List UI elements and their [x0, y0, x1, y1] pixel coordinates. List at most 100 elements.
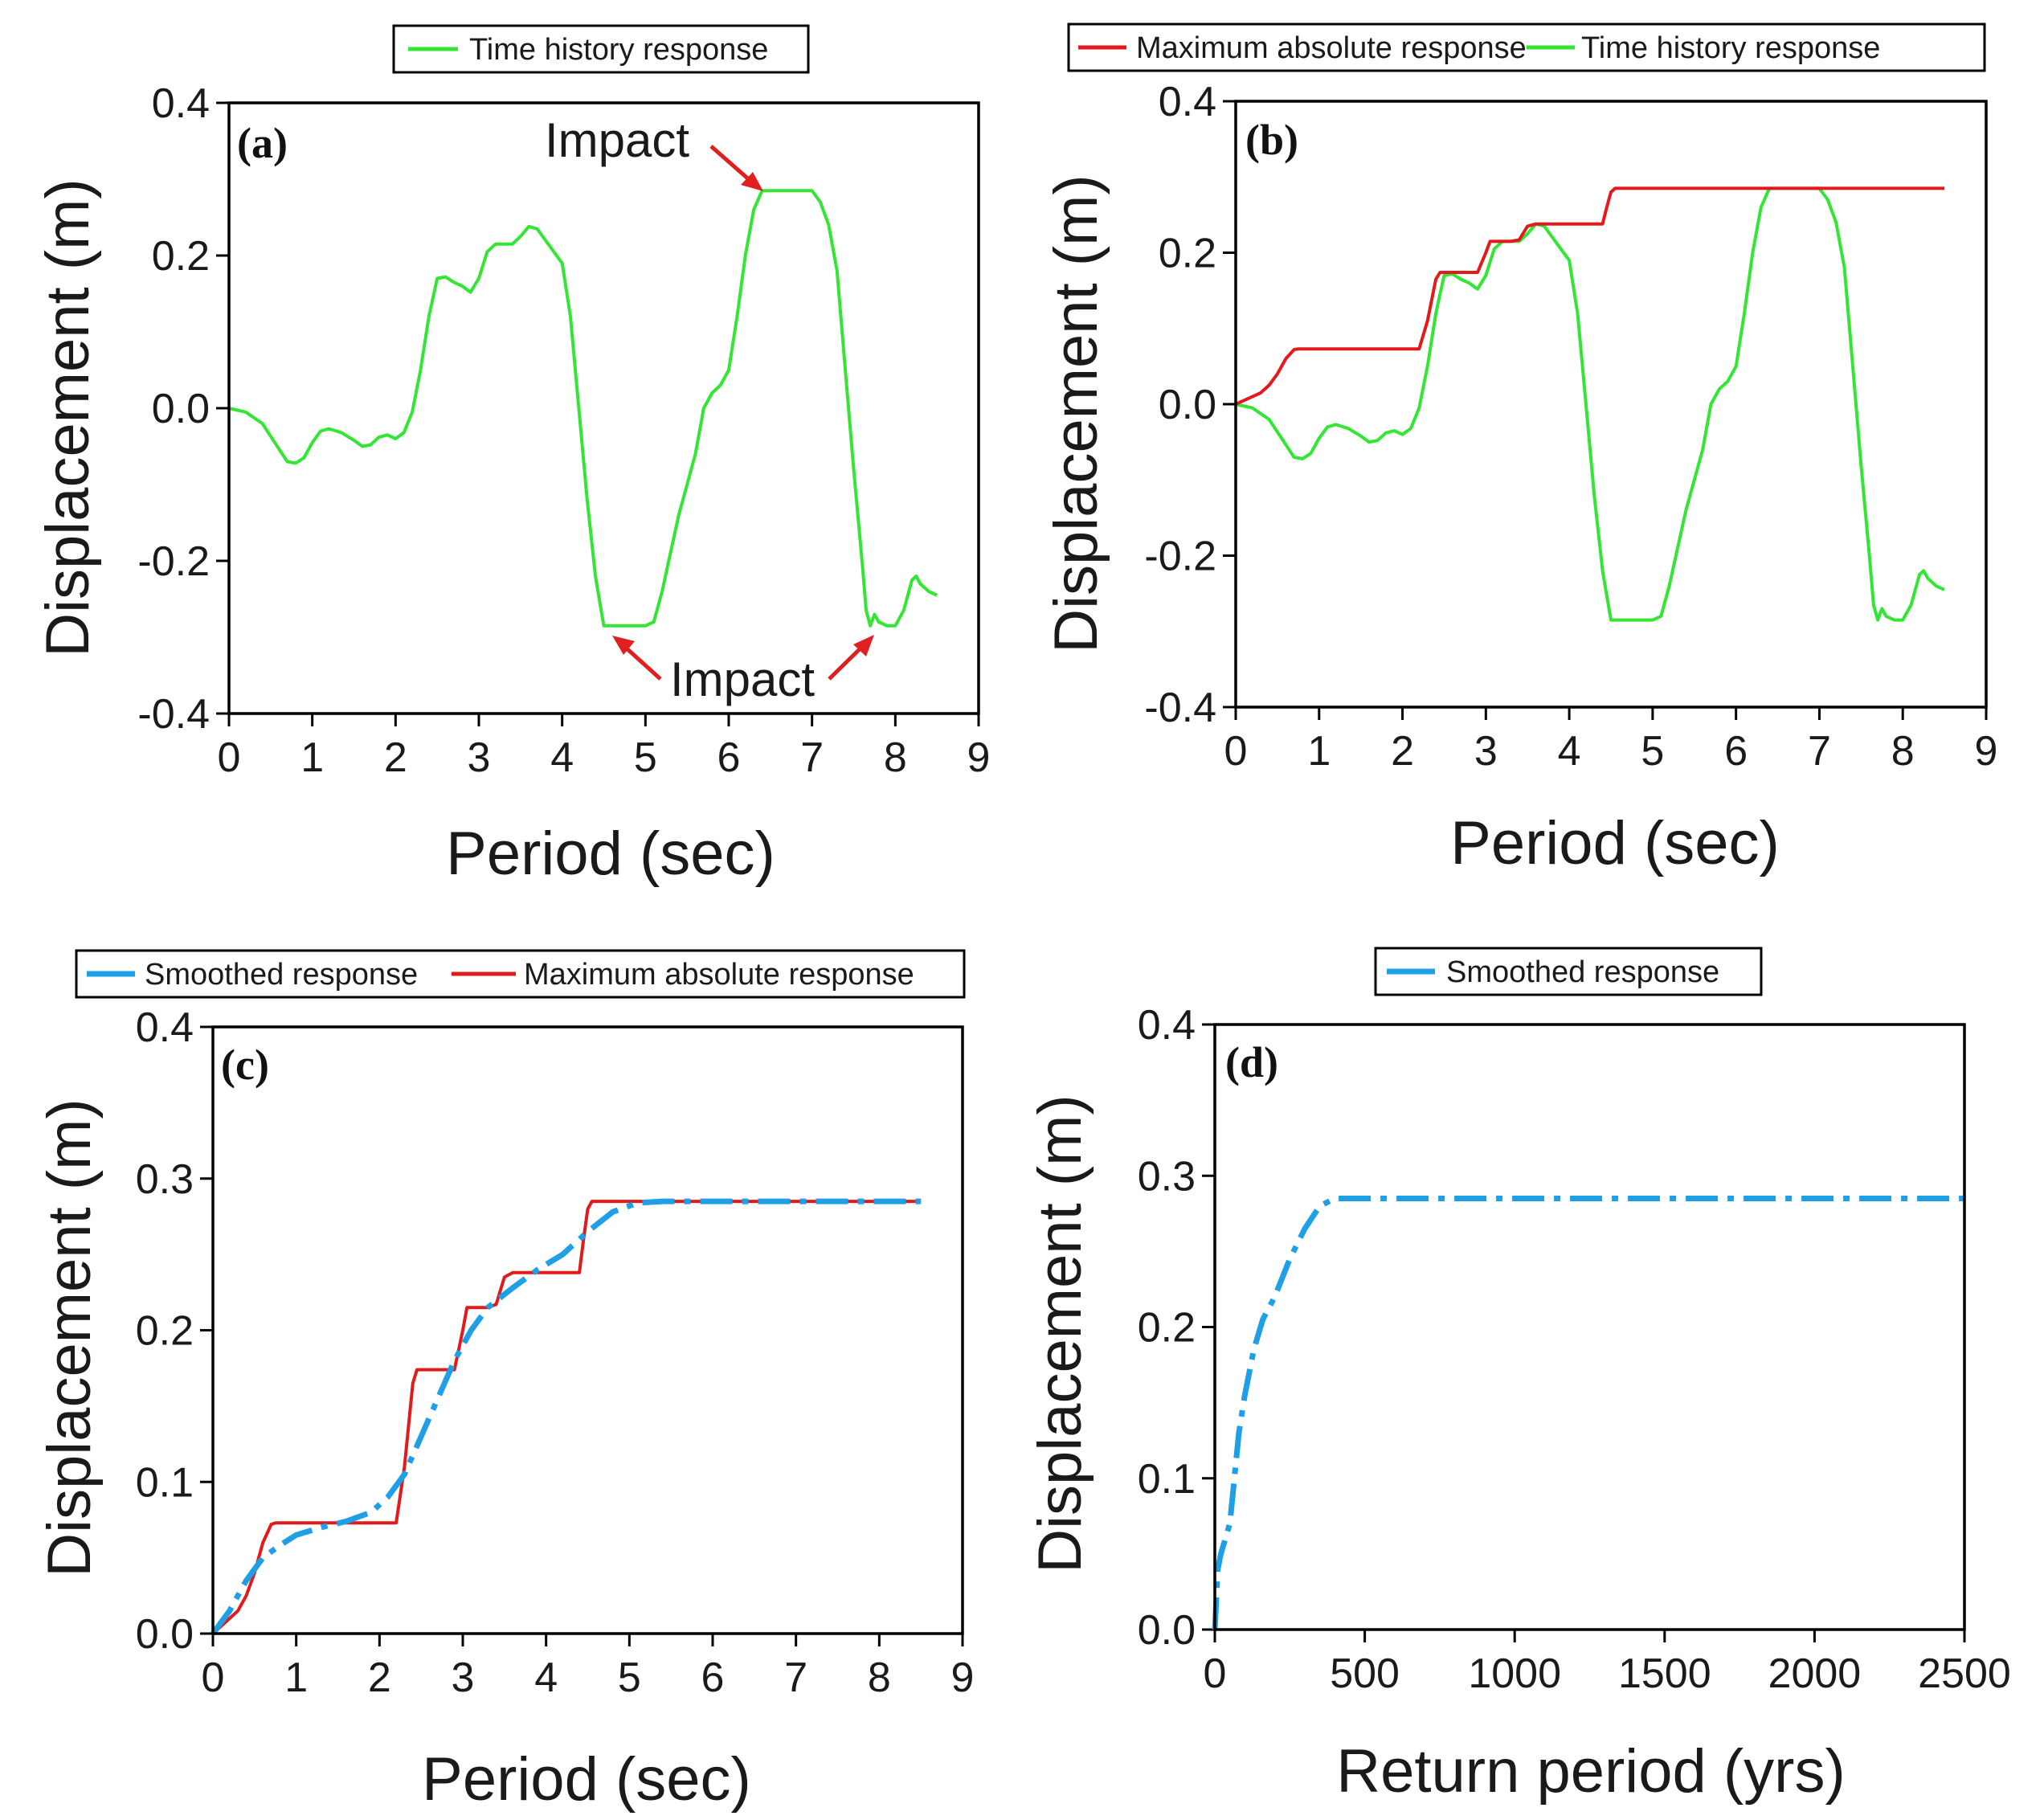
panel-letter: c [235, 1041, 255, 1089]
axes: 0 1 2 3 4 5 6 7 8 9 -0.4 -0.2 0.0 0.2 0.4 [1144, 79, 1997, 775]
legend: Time history response [392, 24, 810, 74]
y-tick-label: 0.3 [136, 1156, 194, 1203]
x-tick-label: 5 [634, 734, 657, 781]
x-tick-label: 2 [368, 1654, 391, 1701]
legend-label-max-abs: Maximum absolute response [1136, 31, 1527, 65]
y-axis-label: Displacement (m) [1026, 1094, 1094, 1573]
y-tick-label: -0.4 [137, 691, 210, 738]
y-tick-label: -0.4 [1144, 685, 1216, 731]
x-tick-label: 3 [452, 1654, 475, 1701]
series-line-smoothed-response [1212, 1196, 1964, 1630]
x-axis-label: Period (sec) [446, 820, 775, 888]
y-tick-label: 0.4 [136, 1004, 194, 1051]
x-axis-label: Period (sec) [1450, 809, 1780, 877]
annotations: Impact Impact [545, 113, 874, 706]
plot-frame [1234, 100, 1988, 709]
annotation-arrowhead-top [741, 172, 763, 191]
x-tick-label: 2500 [1918, 1650, 2011, 1697]
x-tick-label: 9 [967, 734, 991, 781]
y-tick-label: 0.0 [136, 1611, 194, 1658]
axes: 0 500 1000 1500 2000 2500 0.0 0.1 0.2 0.3 0.4 [1138, 1002, 2011, 1697]
x-tick-label: 500 [1330, 1650, 1400, 1697]
series-line-smoothed-response [211, 1198, 922, 1636]
x-tick-label: 8 [868, 1654, 891, 1701]
panel-b: Maximum absolute response Time history r… [1042, 22, 1997, 877]
legend: Maximum absolute response Time history r… [1067, 22, 1986, 72]
panel-label: (d) [1225, 1038, 1278, 1086]
panel-label: (a) [237, 119, 288, 167]
annotation-arrowhead-bottom-right [853, 635, 874, 656]
x-tick-label: 3 [468, 734, 491, 781]
x-tick-label: 6 [1724, 728, 1748, 775]
y-tick-label: 0.3 [1138, 1153, 1196, 1200]
x-tick-label: 9 [1975, 728, 1998, 775]
panel-letter: a [251, 119, 273, 167]
y-axis-label: Displacement (m) [34, 178, 102, 656]
legend: Smoothed response Maximum absolute respo… [75, 949, 966, 999]
x-tick-label: 0 [1224, 728, 1248, 775]
x-axis-label: Return period (yrs) [1336, 1737, 1846, 1806]
y-axis-label: Displacement (m) [1042, 174, 1110, 652]
y-tick-label: 0.2 [136, 1308, 194, 1355]
x-tick-label: 1 [300, 734, 324, 781]
x-tick-label: 8 [1891, 728, 1915, 775]
series-line-time-history-response [1235, 186, 1945, 622]
x-tick-label: 4 [550, 734, 574, 781]
legend-label-smoothed: Smoothed response [1446, 955, 1719, 989]
plot-frame [1213, 1023, 1966, 1631]
y-tick-label: 0.4 [1159, 79, 1216, 125]
axes: 0 1 2 3 4 5 6 7 8 9 -0.4 -0.2 0.0 0.2 0.4 [137, 80, 990, 781]
panel-label: (b) [1245, 116, 1298, 164]
x-tick-label: 6 [717, 734, 741, 781]
x-tick-label: 3 [1474, 728, 1498, 775]
annotation-impact-bottom: Impact [670, 652, 815, 706]
panel-a: Time history response 0 1 2 3 4 5 6 7 8 9 -0.4 -0.2… [34, 24, 990, 888]
legend-label-time-history: Time history response [469, 33, 768, 67]
panel-letter: d [1240, 1038, 1264, 1086]
x-tick-label: 1500 [1618, 1650, 1711, 1697]
panel-d: Smoothed response 0 500 1000 1500 2000 2500 0.… [1026, 947, 2011, 1806]
legend-label-smoothed: Smoothed response [145, 958, 418, 992]
y-tick-label: 0.4 [152, 80, 210, 127]
y-tick-label: 0.4 [1138, 1002, 1196, 1049]
x-tick-label: 7 [800, 734, 824, 781]
y-tick-label: 0.0 [1138, 1607, 1196, 1654]
x-tick-label: 2 [384, 734, 407, 781]
panel-letter: b [1260, 116, 1284, 164]
x-tick-label: 1000 [1468, 1650, 1561, 1697]
annotation-arrowhead-bottom-left [612, 636, 635, 655]
plot-frame [211, 1025, 964, 1635]
x-tick-label: 7 [784, 1654, 807, 1701]
y-tick-label: 0.2 [152, 233, 210, 280]
x-tick-label: 4 [1558, 728, 1581, 775]
x-tick-label: 6 [701, 1654, 725, 1701]
legend-label-max-abs: Maximum absolute response [524, 958, 914, 992]
panel-label: (c) [221, 1041, 269, 1089]
x-tick-label: 9 [951, 1654, 975, 1701]
x-tick-label: 0 [202, 1654, 225, 1701]
legend: Smoothed response [1374, 947, 1763, 996]
x-tick-label: 5 [1641, 728, 1664, 775]
x-tick-label: 2000 [1768, 1650, 1862, 1697]
axes: 0 1 2 3 4 5 6 7 8 9 0.0 0.1 0.2 0.3 0.4 [136, 1004, 975, 1701]
annotation-impact-top: Impact [545, 113, 689, 167]
y-tick-label: 0.2 [1159, 231, 1216, 277]
y-tick-label: 0.2 [1138, 1305, 1196, 1352]
x-tick-label: 8 [884, 734, 907, 781]
x-tick-label: 7 [1808, 728, 1831, 775]
x-tick-label: 1 [284, 1654, 308, 1701]
plot-frame [227, 101, 980, 715]
x-tick-label: 0 [218, 734, 241, 781]
series-line-maximum-absolute-response [211, 1200, 922, 1635]
y-axis-label: Displacement (m) [35, 1098, 104, 1577]
y-tick-label: -0.2 [137, 538, 210, 585]
y-tick-label: -0.2 [1144, 534, 1216, 580]
x-axis-label: Period (sec) [422, 1745, 751, 1814]
x-tick-label: 5 [618, 1654, 641, 1701]
y-tick-label: 0.1 [136, 1459, 194, 1506]
y-tick-label: 0.0 [1159, 382, 1216, 428]
x-tick-label: 4 [534, 1654, 558, 1701]
series-line-time-history-response [228, 189, 938, 628]
y-tick-label: 0.1 [1138, 1456, 1196, 1503]
